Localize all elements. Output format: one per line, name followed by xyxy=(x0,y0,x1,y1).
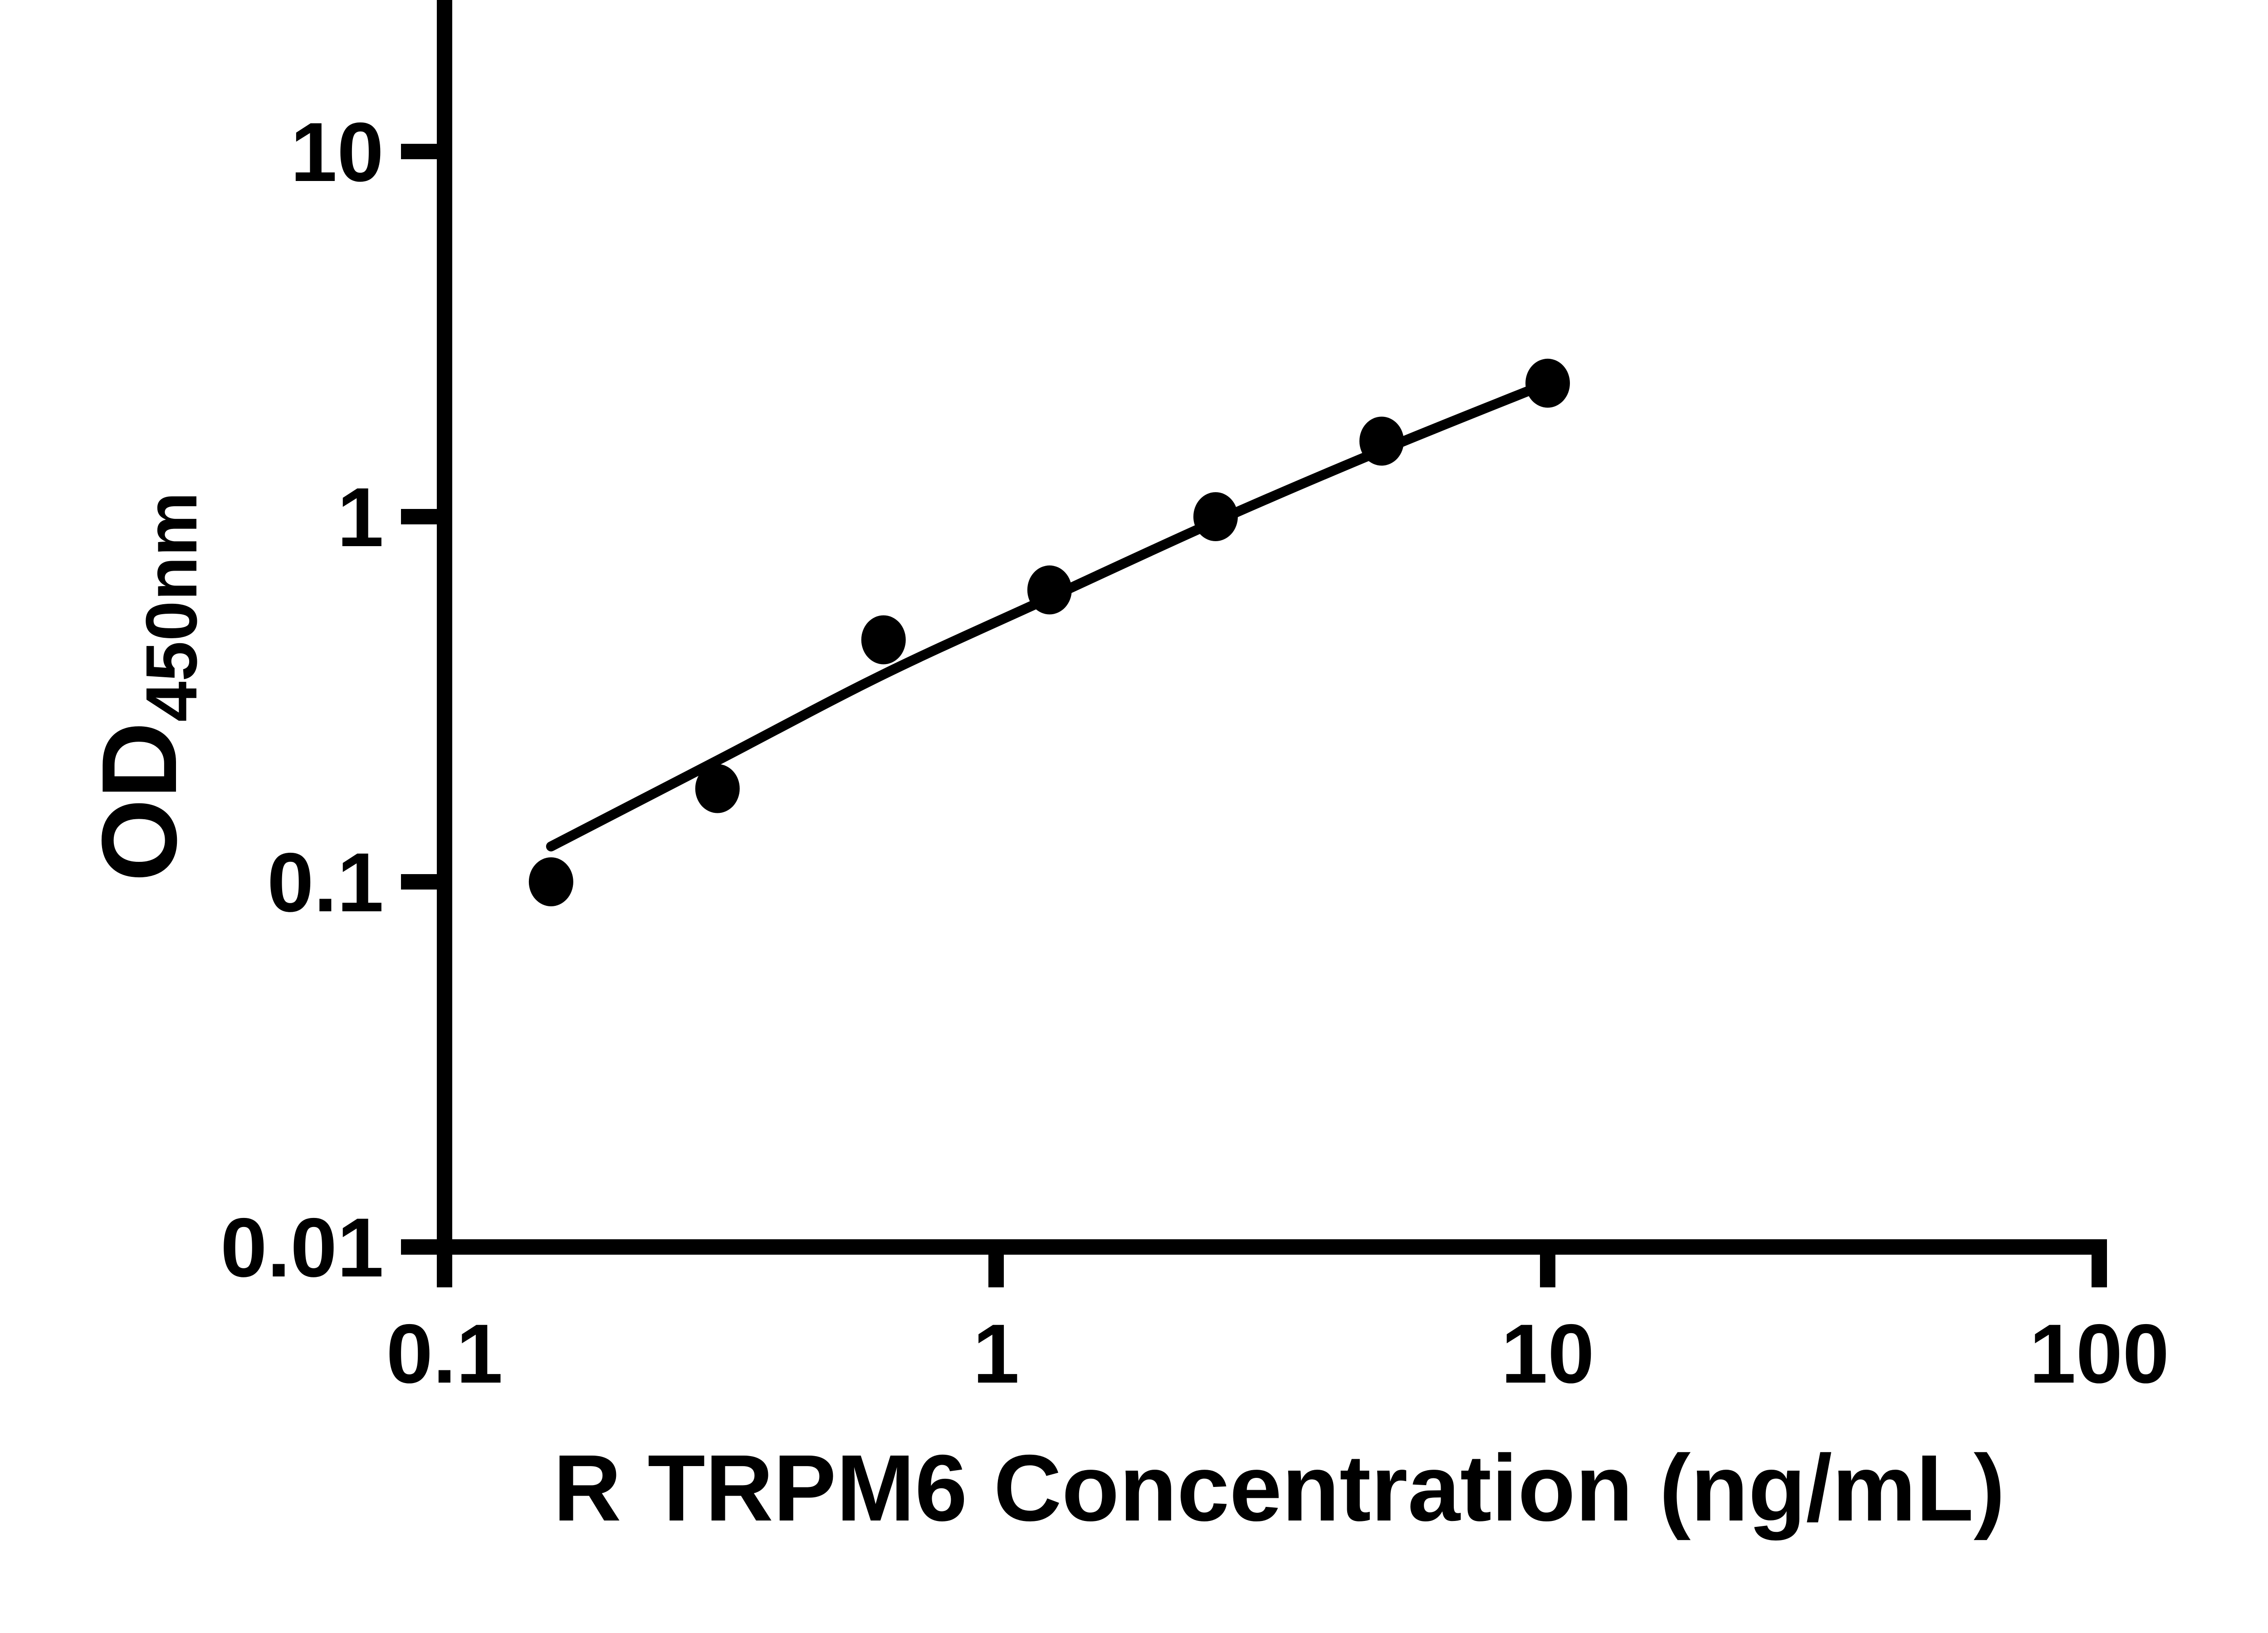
data-point-marker xyxy=(1027,565,1072,615)
y-tick-label: 0.01 xyxy=(220,1201,384,1295)
x-tick-label: 10 xyxy=(1501,1307,1594,1401)
x-tick-label: 0.1 xyxy=(386,1307,503,1401)
y-tick-label: 10 xyxy=(290,106,384,199)
data-point-marker xyxy=(861,615,906,665)
y-tick-label: 1 xyxy=(337,471,384,564)
y-axis-title: OD450nm xyxy=(79,492,212,881)
x-tick-label: 100 xyxy=(2029,1307,2170,1401)
data-point-marker xyxy=(528,857,573,906)
x-tick-label: 1 xyxy=(973,1307,1020,1401)
data-points xyxy=(528,358,1570,906)
y-tick-label: 0.1 xyxy=(267,836,384,929)
data-point-marker xyxy=(1359,416,1404,466)
data-point-marker xyxy=(695,764,740,813)
y-axis-title-main: OD xyxy=(79,722,199,882)
data-point-marker xyxy=(1193,492,1238,541)
y-axis-title-subscript: 450nm xyxy=(131,492,212,722)
axes xyxy=(401,0,2107,1287)
data-point-marker xyxy=(1525,358,1570,408)
x-axis-title: R TRPM6 Concentration (ng/mL) xyxy=(553,1436,2005,1541)
